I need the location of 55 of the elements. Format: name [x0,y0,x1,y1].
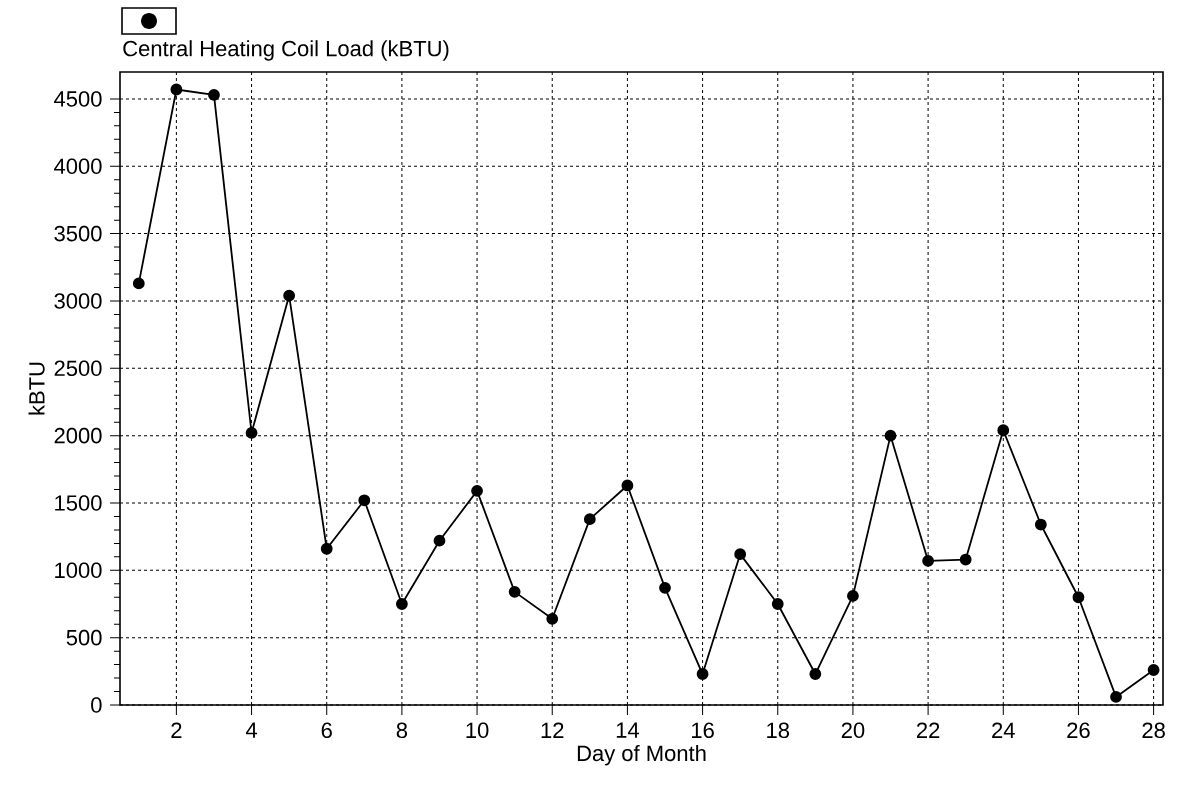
point [847,590,859,602]
y-tick-label: 1500 [55,495,102,511]
point [546,612,559,625]
point [433,534,446,547]
x-axis-title: Day of Month [577,744,706,766]
point [508,585,521,598]
point [1110,691,1122,703]
x-tick-label: 26 [1067,722,1090,739]
x-tick-label: 16 [692,722,714,739]
x-tick-label: 14 [616,722,639,738]
point [771,598,784,610]
x-tick-label: 18 [767,722,790,739]
point [358,494,371,507]
point [696,668,709,680]
point [809,668,822,680]
x-tick-label: 12 [541,722,564,738]
legend-label: Central Heating Coil Load (kBTU) [123,40,449,61]
point [1034,518,1047,531]
y-tick-label: 4500 [54,91,102,107]
point [1072,591,1085,604]
y-tick-label: 3000 [54,293,102,309]
point [245,427,258,439]
x-tick-label: 20 [841,722,865,739]
x-tick-label: 10 [466,722,489,739]
point [959,553,972,566]
x-tick-label: 24 [992,722,1015,738]
y-tick-label: 0 [91,697,102,713]
x-tick-label: 2 [171,722,182,738]
point [583,513,596,526]
y-tick-label: 500 [66,629,102,646]
point [208,88,220,101]
point [997,424,1010,437]
point [283,289,296,302]
y-tick-label: 2500 [54,360,102,377]
point [132,277,145,290]
point [1147,664,1160,676]
y-tick-label: 2000 [54,427,102,444]
point [734,548,747,561]
x-tick-label: 6 [321,722,332,739]
y-tick-label: 3500 [54,225,102,242]
y-tick-label: 1000 [55,562,102,579]
y-axis-title: kBTU [28,362,45,415]
x-tick-label: 4 [245,722,258,738]
point [471,484,483,497]
y-tick-label: 4000 [54,158,102,175]
point [320,542,333,555]
point [170,83,183,96]
point [922,554,934,567]
x-tick-label: 22 [916,722,940,738]
point [884,429,897,442]
x-tick-label: 8 [396,722,408,739]
point [395,598,408,610]
point [621,479,634,492]
x-tick-label: 28 [1142,722,1165,739]
point [659,581,671,594]
